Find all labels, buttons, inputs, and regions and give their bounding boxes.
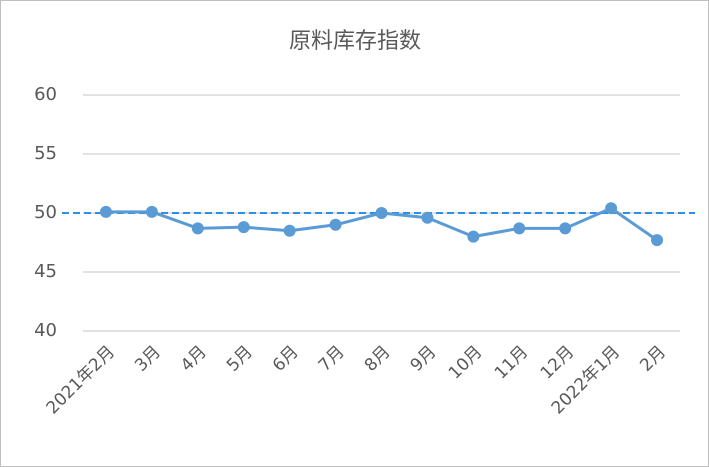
y-tick-label: 55: [34, 143, 57, 164]
data-point: [605, 202, 618, 215]
y-tick-label: 40: [34, 320, 57, 341]
data-point: [375, 207, 388, 219]
y-tick-label: 45: [34, 261, 57, 282]
data-point: [559, 222, 572, 235]
y-tick-label: 50: [34, 202, 57, 223]
data-point: [513, 222, 526, 235]
data-point: [283, 224, 296, 237]
data-point: [237, 221, 250, 234]
data-point: [145, 205, 158, 218]
data-point: [467, 230, 480, 243]
data-point: [329, 218, 342, 231]
chart-title: 原料库存指数: [289, 29, 421, 54]
y-tick-label: 60: [34, 84, 57, 105]
data-point: [191, 222, 204, 235]
data-point: [421, 211, 434, 224]
data-point: [651, 234, 664, 247]
data-point: [99, 205, 112, 218]
